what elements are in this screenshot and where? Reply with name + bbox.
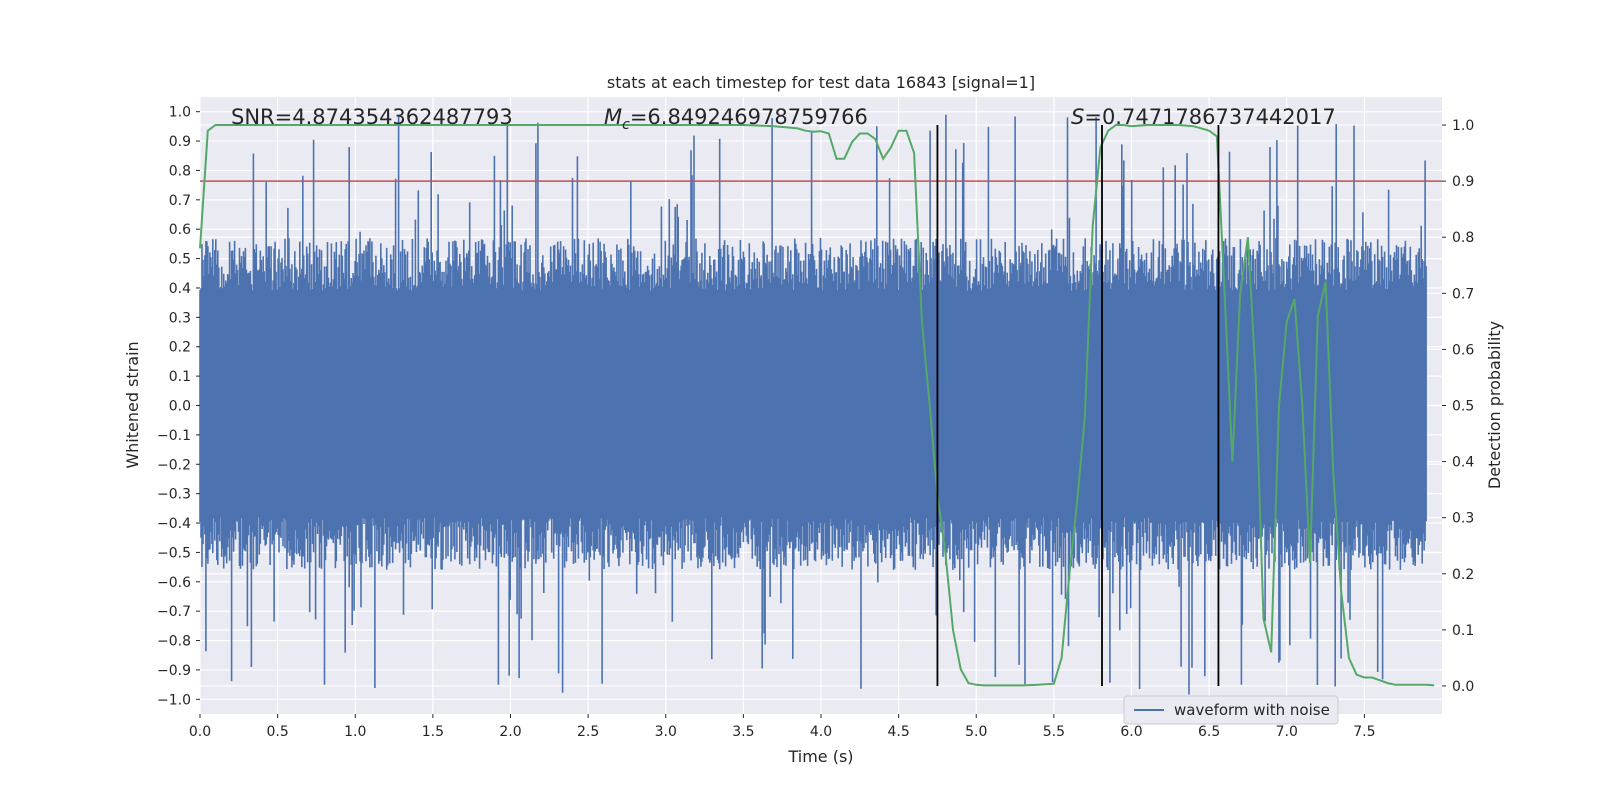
y-tick-label: −0.9: [157, 663, 191, 679]
y-tick-label: −0.7: [157, 604, 191, 620]
y-tick-label: −1.0: [157, 692, 191, 708]
legend: waveform with noise: [1123, 695, 1339, 725]
y-tick-label: −0.5: [157, 545, 191, 561]
chirp-mass-symbol: M: [604, 105, 622, 129]
y2-tick-label: 1.0: [1452, 118, 1474, 134]
y2-tick-label: 0.6: [1452, 342, 1474, 358]
y2-tick-label: 0.9: [1452, 174, 1474, 190]
x-tick-label: 7.5: [1353, 724, 1375, 740]
x-tick-label: 1.0: [344, 724, 366, 740]
chirp-mass-annotation: Mc=6.849246978759766: [604, 105, 868, 133]
x-tick-label: 4.0: [810, 724, 832, 740]
y-tick-label: −0.2: [157, 457, 191, 473]
x-tick-label: 3.5: [732, 724, 754, 740]
y2-tick-label: 0.5: [1452, 399, 1474, 415]
score-symbol: S: [1071, 105, 1084, 129]
x-axis-label: Time (s): [787, 747, 853, 766]
x-tick-label: 6.0: [1120, 724, 1142, 740]
y2-axis-label: Detection probability: [1485, 321, 1504, 489]
y2-tick-label: 0.0: [1452, 679, 1474, 695]
y-tick-label: 0.3: [169, 310, 191, 326]
score-annotation: S=0.7471786737442017: [1071, 105, 1336, 129]
score-value: =0.7471786737442017: [1084, 105, 1335, 129]
y-tick-label: 1.0: [169, 105, 191, 121]
y2-tick-label: 0.7: [1452, 286, 1474, 302]
chirp-mass-subscript: c: [622, 117, 630, 133]
y-tick-label: −0.1: [157, 428, 191, 444]
snr-annotation: SNR=4.874354362487793: [231, 105, 513, 129]
y2-tick-label: 0.8: [1452, 230, 1474, 246]
y-tick-label: 0.5: [169, 252, 191, 268]
y-tick-label: −0.4: [157, 516, 191, 532]
y2-tick-label: 0.3: [1452, 511, 1474, 527]
y-tick-label: 0.2: [169, 340, 191, 356]
y2-tick-label: 0.4: [1452, 455, 1474, 471]
legend-box: [1123, 695, 1339, 725]
chirp-mass-value: =6.849246978759766: [630, 105, 868, 129]
x-tick-label: 5.0: [965, 724, 987, 740]
y-tick-label: 0.0: [169, 399, 191, 415]
y-tick-label: 0.4: [169, 281, 191, 297]
waveform-series: [199, 114, 1427, 695]
y-tick-label: 0.8: [169, 163, 191, 179]
x-tick-label: 2.0: [499, 724, 521, 740]
legend-label: waveform with noise: [1174, 701, 1330, 719]
y-tick-label: −0.8: [157, 634, 191, 650]
x-tick-label: 6.5: [1198, 724, 1220, 740]
waveform-trace: [199, 114, 1427, 695]
y-tick-label: 0.7: [169, 193, 191, 209]
chart-title: stats at each timestep for test data 168…: [607, 73, 1035, 92]
y2-tick-label: 0.2: [1452, 567, 1474, 583]
probability-series: [199, 124, 1435, 687]
y-axis-label: Whitened strain: [123, 341, 142, 468]
axis-ticks: 0.0 0.5 1.0 1.5 2.0 2.5 3.0 3.5 4.0 4.5 5.0 5.5 6.0 6…: [157, 105, 1474, 740]
x-tick-label: 7.0: [1276, 724, 1298, 740]
x-tick-label: 3.0: [655, 724, 677, 740]
x-tick-label: 5.5: [1043, 724, 1065, 740]
y-tick-label: 0.6: [169, 222, 191, 238]
probability-line: [199, 124, 1435, 687]
marker-lines: [936, 125, 1220, 686]
y2-tick-label: 0.1: [1452, 623, 1474, 639]
x-tick-label: 2.5: [577, 724, 599, 740]
x-tick-label: 1.5: [422, 724, 444, 740]
x-tick-label: 4.5: [887, 724, 909, 740]
x-tick-label: 0.5: [266, 724, 288, 740]
y-tick-label: −0.3: [157, 487, 191, 503]
y-tick-label: −0.6: [157, 575, 191, 591]
y-tick-label: 0.1: [169, 369, 191, 385]
y-tick-label: 0.9: [169, 134, 191, 150]
x-tick-label: 0.0: [189, 724, 211, 740]
